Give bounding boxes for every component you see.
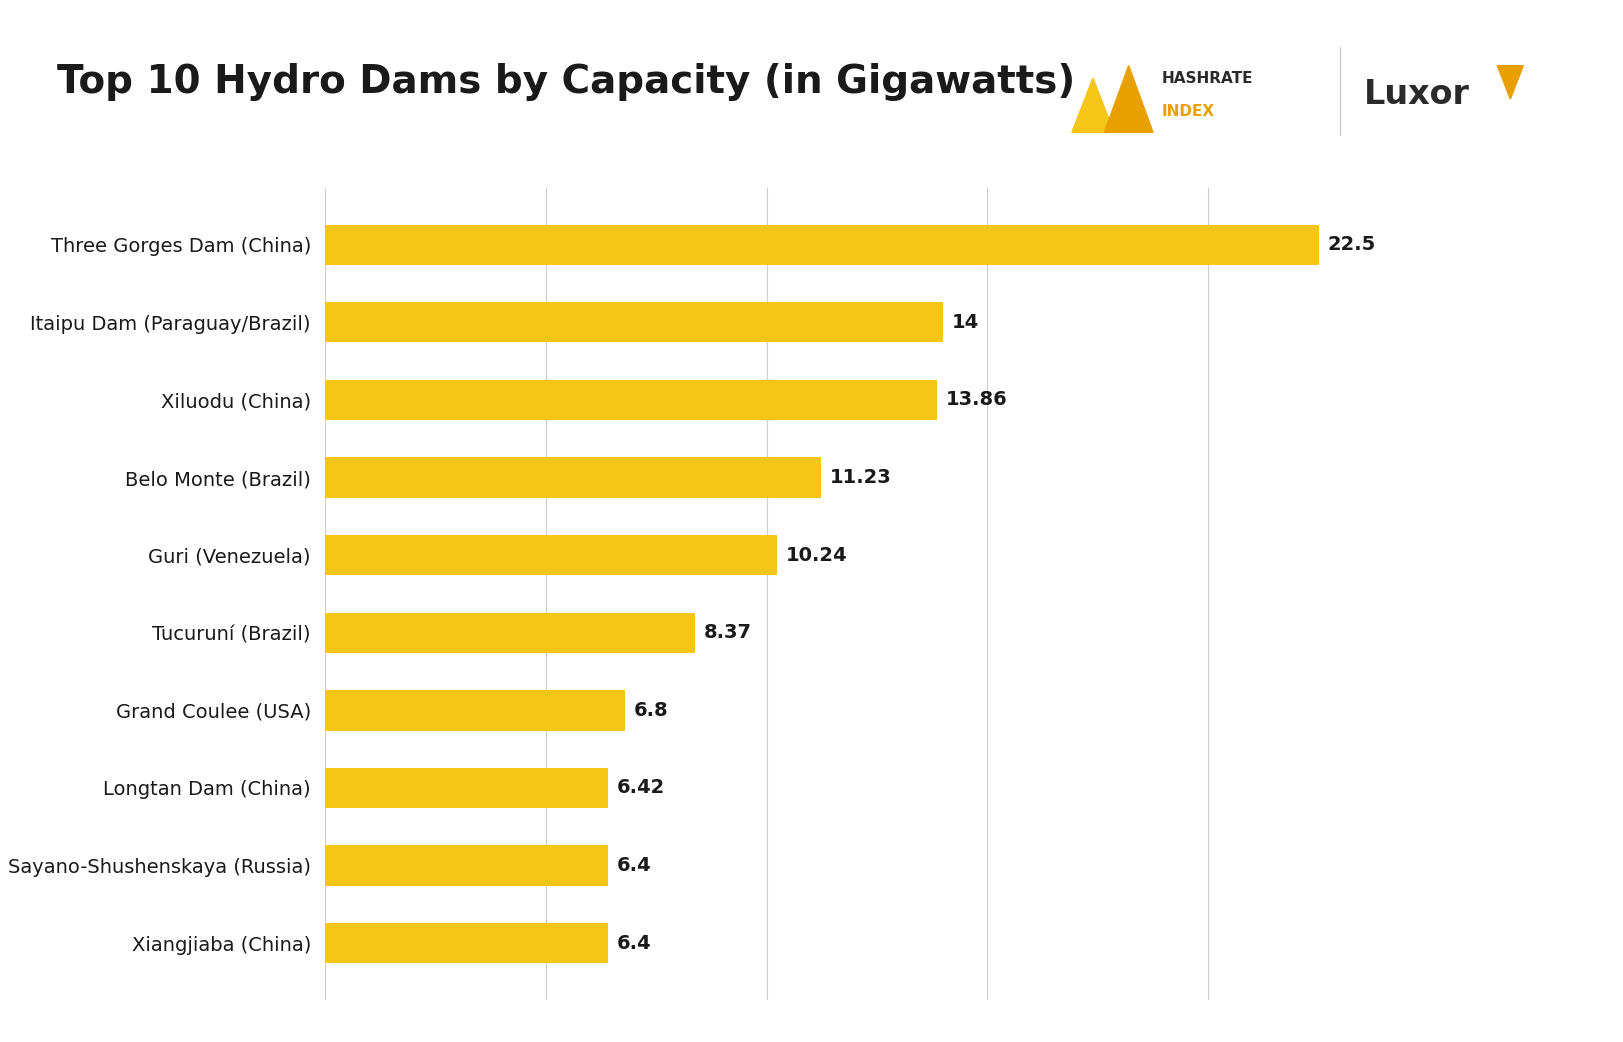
Bar: [325, 923, 607, 964]
Text: Top 10 Hydro Dams by Capacity (in Gigawatts): Top 10 Hydro Dams by Capacity (in Gigawa…: [57, 63, 1074, 100]
Text: 6.4: 6.4: [617, 857, 651, 875]
Bar: [325, 690, 625, 730]
Text: 6.8: 6.8: [633, 701, 669, 720]
Bar: [325, 302, 943, 343]
Text: Luxor: Luxor: [1363, 78, 1469, 111]
Bar: [325, 613, 695, 653]
Text: 8.37: 8.37: [703, 623, 751, 642]
Bar: [325, 457, 820, 498]
Text: 6.4: 6.4: [617, 934, 651, 952]
Bar: [325, 379, 936, 420]
Bar: [325, 535, 777, 575]
Bar: [325, 845, 607, 886]
Text: 22.5: 22.5: [1326, 235, 1375, 254]
Text: 6.42: 6.42: [617, 778, 665, 797]
Text: HASHRATE: HASHRATE: [1160, 71, 1251, 85]
Text: INDEX: INDEX: [1160, 104, 1214, 119]
Bar: [325, 768, 609, 809]
Text: 14: 14: [951, 313, 979, 331]
Text: 10.24: 10.24: [786, 546, 847, 565]
Text: 11.23: 11.23: [829, 468, 891, 487]
Text: 13.86: 13.86: [945, 391, 1006, 410]
Bar: [325, 224, 1318, 265]
